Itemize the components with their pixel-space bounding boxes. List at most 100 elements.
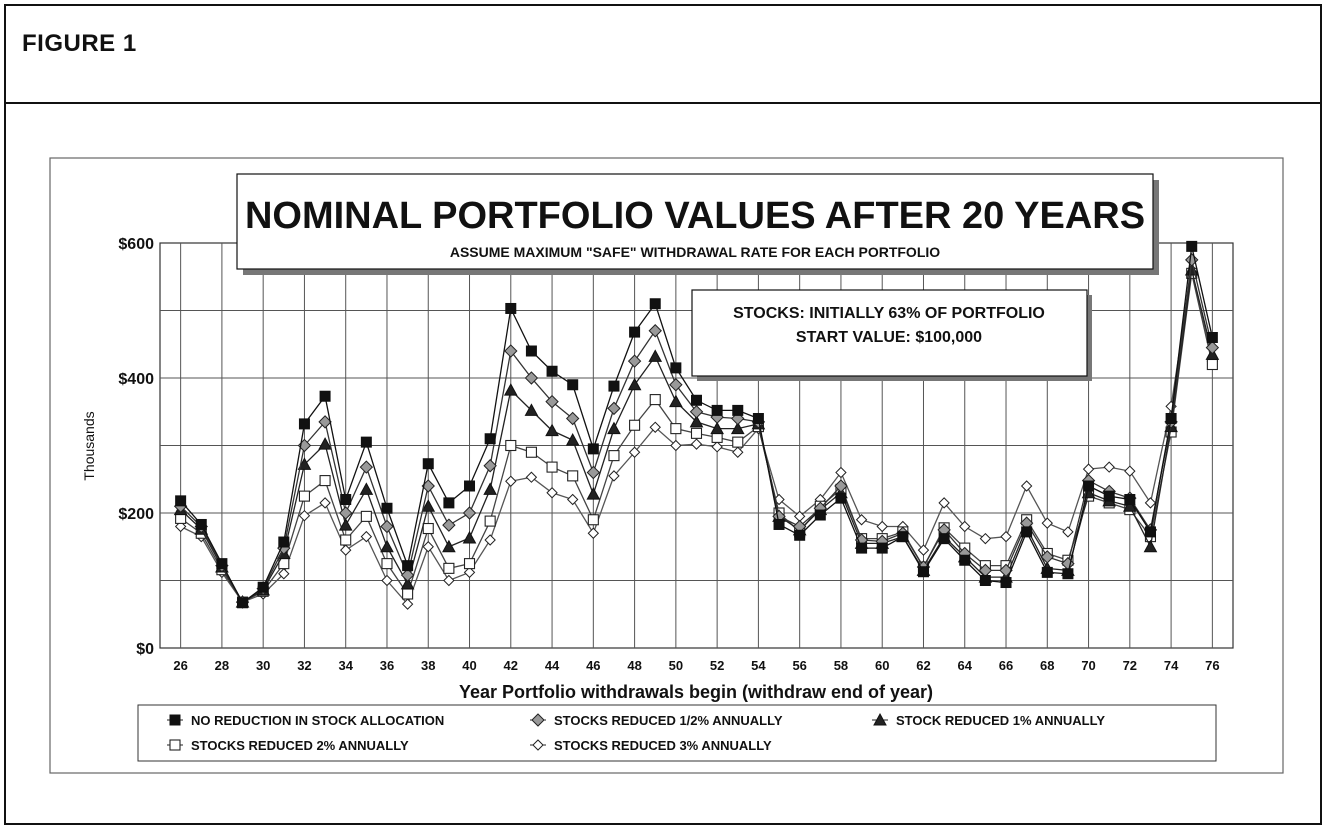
data-point [1206,358,1218,371]
data-point [670,439,682,452]
data-point [608,380,620,392]
data-point [298,509,311,522]
legend-item: NO REDUCTION IN STOCK ALLOCATION [167,713,444,728]
data-point [690,438,703,450]
legend-marker [169,714,181,726]
data-point [545,423,559,437]
data-point [1205,340,1220,355]
x-tick-label: 56 [792,658,806,673]
data-point [546,461,558,473]
data-point [338,518,353,531]
x-tick-label: 64 [958,658,973,673]
data-point [999,563,1013,578]
x-tick-label: 32 [297,658,311,673]
data-point [195,518,207,530]
annotation-line-2: START VALUE: $100,000 [796,329,982,346]
data-point [442,518,456,532]
data-point [1103,461,1115,473]
data-point [855,514,868,526]
data-point [1082,463,1095,475]
data-point [443,574,455,587]
data-point [814,509,826,521]
data-point [649,421,661,433]
data-point [917,566,929,578]
data-point [503,383,518,396]
data-point [546,487,558,499]
data-point [422,458,434,470]
data-point [504,344,518,358]
y-tick-label: $200 [118,506,154,523]
x-tick-label: 46 [586,658,600,673]
data-point [525,345,537,357]
legend-marker [531,713,545,727]
x-tick-label: 36 [380,658,394,673]
data-point [567,379,579,391]
data-point [608,450,620,462]
data-point [463,558,476,570]
data-point [1020,480,1033,492]
data-point [794,529,806,541]
data-point [670,362,682,374]
data-point [648,349,663,362]
x-tick-label: 60 [875,658,889,673]
x-tick-label: 40 [462,658,476,673]
data-point [298,490,310,502]
x-axis: 26 28 30 32 34 36 38 40 42 44 46 48 50 52 54 56 58 60 62 64… [173,658,1219,673]
data-point [278,536,290,548]
data-point [257,581,269,593]
data-point [876,542,888,554]
data-point [380,539,394,553]
title-box: NOMINAL PORTFOLIO VALUES AFTER 20 YEARS … [236,173,1159,275]
data-point [959,520,971,533]
data-point [752,413,764,424]
data-point [360,510,372,522]
data-point [175,495,187,507]
x-tick-label: 48 [627,658,641,673]
data-point [567,470,579,482]
data-point [938,497,950,509]
data-point [629,419,641,431]
data-point [1083,480,1095,492]
data-point [1041,517,1053,529]
data-point [689,405,704,419]
x-tick-label: 58 [834,658,848,673]
legend-label: STOCKS REDUCED 2% ANNUALLY [191,738,409,753]
series-1 [175,240,1218,609]
title-box-frame [236,173,1154,270]
data-point [462,506,477,520]
data-point [587,443,599,455]
data-point [1165,413,1177,424]
data-point [649,394,661,406]
x-tick-label: 70 [1081,658,1095,673]
data-point [627,354,642,368]
data-point [278,568,290,580]
data-point [505,302,517,314]
header-divider [6,102,1320,104]
x-tick-label: 30 [256,658,270,673]
data-point [979,575,991,586]
data-point [483,459,497,473]
data-point [835,466,847,479]
annotation-box-frame [691,289,1088,377]
x-tick-label: 74 [1164,658,1179,673]
data-point [710,421,724,435]
x-tick-label: 42 [504,658,518,673]
data-point [691,394,702,406]
data-point [897,531,909,543]
data-point [525,471,538,483]
legend-label: STOCKS REDUCED 3% ANNUALLY [554,738,772,753]
data-point [237,597,249,609]
data-point [938,533,950,545]
data-point [546,365,558,377]
data-point [483,482,497,495]
x-tick-label: 68 [1040,658,1054,673]
x-tick-label: 34 [338,658,353,673]
data-point [732,404,744,416]
y-axis: $0 $200 $400 $600 [118,236,154,658]
x-tick-label: 52 [710,658,724,673]
data-point [400,568,415,582]
legend-box [137,704,1217,762]
chart-subtitle: ASSUME MAXIMUM "SAFE" WITHDRAWAL RATE FO… [450,244,940,260]
x-tick-label: 50 [669,658,683,673]
annotation-box: STOCKS: INITIALLY 63% OF PORTFOLIO START… [691,289,1092,381]
